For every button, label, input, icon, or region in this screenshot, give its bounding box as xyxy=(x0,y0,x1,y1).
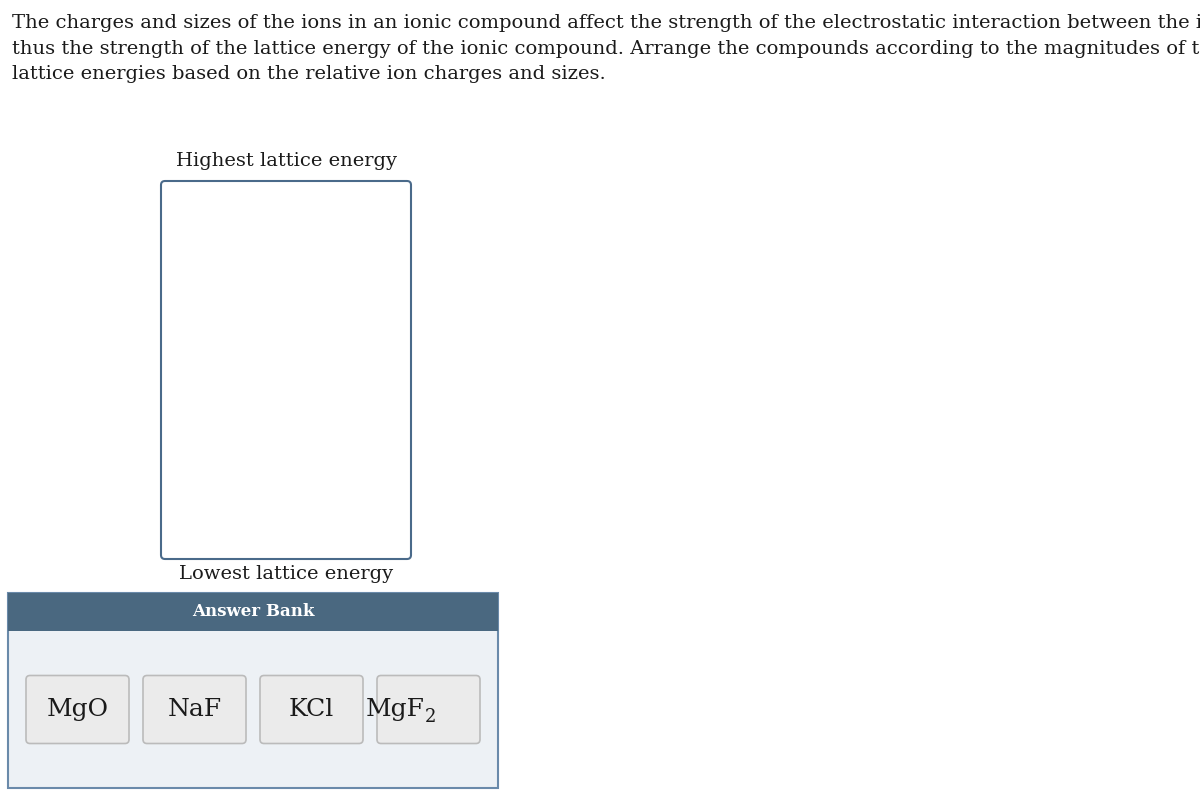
FancyBboxPatch shape xyxy=(161,181,410,559)
Text: MgF: MgF xyxy=(366,698,425,721)
Text: NaF: NaF xyxy=(168,698,222,721)
Text: Highest lattice energy: Highest lattice energy xyxy=(175,152,396,170)
Text: Answer Bank: Answer Bank xyxy=(192,603,314,620)
FancyBboxPatch shape xyxy=(143,676,246,744)
FancyBboxPatch shape xyxy=(260,676,364,744)
FancyBboxPatch shape xyxy=(26,676,130,744)
Text: Lowest lattice energy: Lowest lattice energy xyxy=(179,565,394,583)
Text: The charges and sizes of the ions in an ionic compound affect the strength of th: The charges and sizes of the ions in an … xyxy=(12,14,1200,84)
Text: KCl: KCl xyxy=(289,698,334,721)
Text: 2: 2 xyxy=(425,707,436,726)
FancyBboxPatch shape xyxy=(8,593,498,788)
Text: MgO: MgO xyxy=(47,698,108,721)
FancyBboxPatch shape xyxy=(377,676,480,744)
FancyBboxPatch shape xyxy=(8,593,498,631)
